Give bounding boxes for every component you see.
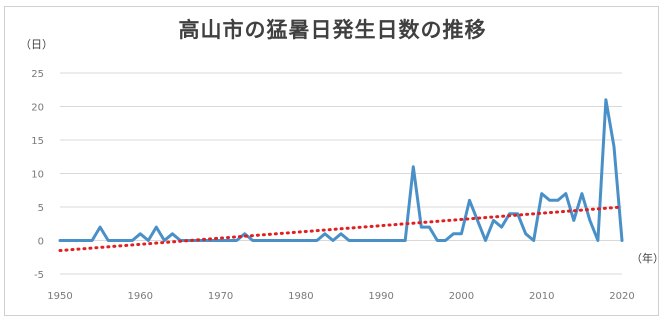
y-tick-label-6: 25 bbox=[31, 69, 44, 80]
y-tick-label-2: 5 bbox=[38, 203, 44, 214]
x-tick-label-3: 1980 bbox=[288, 291, 313, 302]
x-tick-label-0: 1950 bbox=[47, 291, 72, 302]
x-tick-label-7: 2020 bbox=[609, 291, 634, 302]
chart-title: 高山市の猛暑日発生日数の推移 bbox=[178, 18, 487, 42]
y-tick-label-3: 10 bbox=[31, 170, 44, 181]
x-tick-label-1: 1960 bbox=[128, 291, 153, 302]
y-tick-label-1: 0 bbox=[38, 237, 44, 248]
x-axis-unit: （年） bbox=[631, 252, 664, 265]
x-tick-label-6: 2010 bbox=[529, 291, 554, 302]
x-tick-label-5: 2000 bbox=[449, 291, 474, 302]
y-tick-label-4: 15 bbox=[31, 136, 44, 147]
y-axis-unit: （日） bbox=[20, 38, 53, 51]
x-tick-label-2: 1970 bbox=[208, 291, 233, 302]
trend-line bbox=[58, 205, 624, 253]
x-tick-label-4: 1990 bbox=[368, 291, 393, 302]
chart-frame bbox=[4, 6, 659, 316]
y-tick-label-0: -5 bbox=[34, 270, 44, 281]
series-line-0 bbox=[58, 98, 624, 242]
y-tick-label-5: 20 bbox=[31, 103, 44, 114]
